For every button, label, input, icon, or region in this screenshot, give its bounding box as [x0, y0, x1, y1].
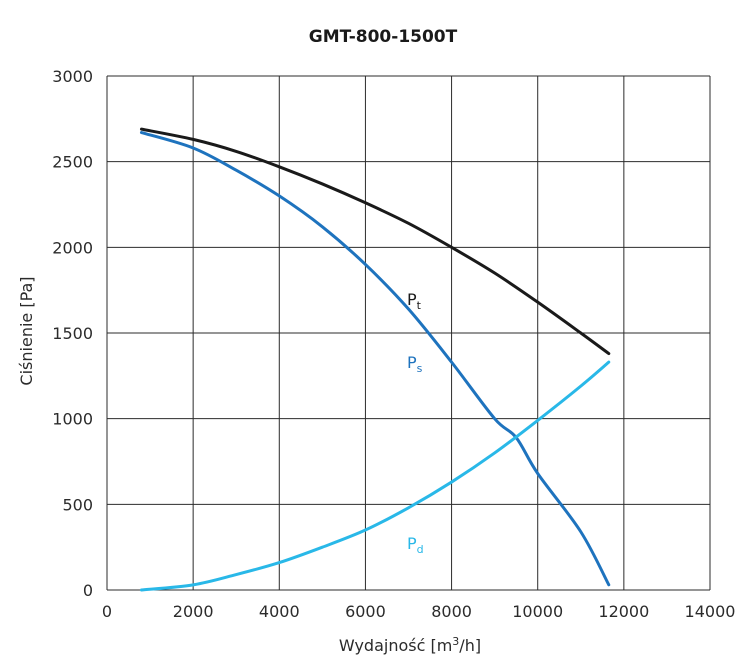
x-axis-label-main: Wydajność [m — [339, 636, 452, 655]
x-tick-label: 2000 — [173, 602, 214, 621]
ticks: 0 2000 4000 6000 8000 10000 12000 14000 0 500 1000… — [52, 67, 735, 621]
curves — [139, 127, 611, 592]
x-tick-label: 14000 — [685, 602, 736, 621]
series-label-subscript: d — [417, 543, 424, 556]
x-tick-label: 0 — [102, 602, 112, 621]
y-tick-label: 1500 — [52, 324, 93, 343]
x-axis-label-tail: /h] — [459, 636, 481, 655]
x-axis-label-sup: 3 — [452, 635, 459, 648]
series-line-ps — [139, 131, 611, 587]
series-label-subscript: s — [417, 362, 423, 375]
x-axis-label: Wydajność [m3/h] — [339, 635, 481, 655]
y-tick-label: 3000 — [52, 67, 93, 86]
y-tick-label: 2500 — [52, 153, 93, 172]
x-tick-label: 8000 — [431, 602, 472, 621]
x-tick-label: 10000 — [512, 602, 563, 621]
y-tick-label: 1000 — [52, 410, 93, 429]
y-tick-label: 0 — [83, 581, 93, 600]
series-label-main: P — [407, 353, 417, 372]
series-label-main: P — [407, 290, 417, 309]
y-tick-label: 500 — [62, 495, 93, 514]
x-tick-label: 4000 — [259, 602, 300, 621]
series-label-ps: Ps — [407, 353, 423, 375]
y-axis-label: Ciśnienie [Pa] — [17, 276, 36, 385]
series-label-subscript: t — [417, 299, 422, 312]
series-label-pd: Pd — [407, 534, 424, 556]
series-line-pd — [139, 360, 611, 592]
chart-title: GMT-800-1500T — [309, 27, 458, 47]
series-label-pt: Pt — [407, 290, 422, 312]
x-tick-label: 12000 — [598, 602, 649, 621]
series-line-pt — [139, 127, 611, 356]
y-tick-label: 2000 — [52, 238, 93, 257]
series-label-main: P — [407, 534, 417, 553]
grid — [106, 75, 711, 591]
x-tick-label: 6000 — [345, 602, 386, 621]
